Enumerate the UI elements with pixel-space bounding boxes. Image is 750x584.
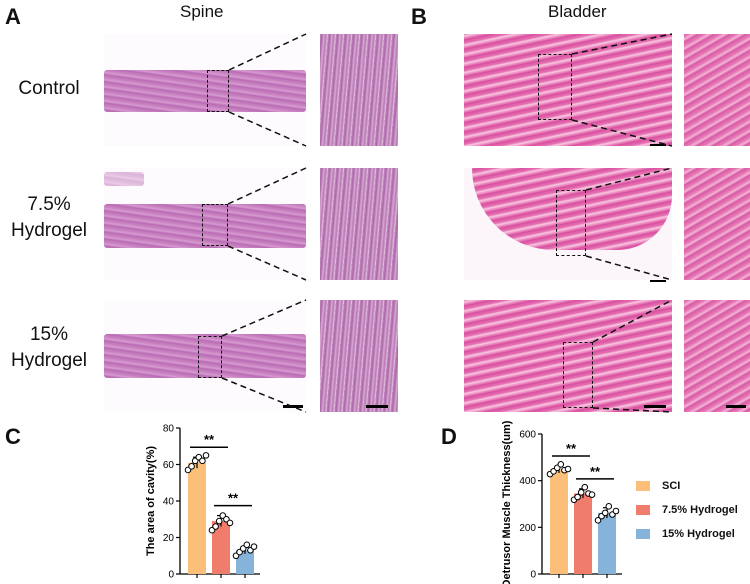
y-tick-label: 60: [163, 460, 175, 471]
significance-label-0: **: [204, 432, 215, 447]
spine-control-image: [104, 34, 306, 146]
y-tick-label: 0: [530, 570, 536, 581]
data-point: [605, 503, 613, 510]
bladder-7-5-image: [464, 168, 672, 280]
significance-label-0: **: [566, 441, 577, 456]
bar-0: [188, 462, 206, 574]
bladder-scale-bar: [644, 405, 666, 408]
data-point: [250, 543, 258, 550]
y-axis-label: The area of cavity(%): [145, 446, 157, 556]
data-point: [202, 452, 210, 459]
legend-swatch-7-5-hydrogel: [636, 505, 650, 515]
bladder-15-zoom-image: [684, 300, 750, 412]
spine-15-zoom-box: [198, 336, 222, 378]
data-point: [601, 509, 609, 517]
data-point: [199, 457, 206, 465]
data-point: [215, 517, 223, 525]
bar-1: [574, 493, 592, 574]
bar-2: [236, 550, 254, 574]
significance-label-1: **: [228, 491, 239, 506]
legend-item-7-5-hydrogel: 7.5% Hydrogel: [636, 500, 738, 520]
data-point: [243, 541, 251, 549]
bar-1: [212, 521, 230, 574]
spine-7-5-image: [104, 168, 306, 280]
column-title-spine: Spine: [180, 2, 224, 21]
row-label-control: Control: [18, 78, 80, 99]
bladder-zoom-scale-bar: [726, 405, 746, 408]
bladder-control-zoom-box: [538, 54, 572, 120]
zoom-connectors: [221, 33, 673, 413]
row-label-15-hydrogel: 15% Hydrogel: [10, 324, 88, 371]
bladder-control-image: [464, 34, 672, 146]
bar-2: [598, 512, 616, 574]
column-title-bladder: Bladder: [548, 2, 607, 21]
legend: SCI 7.5% Hydrogel 15% Hydrogel: [636, 476, 738, 544]
legend-label-sci: SCI: [662, 480, 681, 492]
legend-label-7-5-hydrogel: 7.5% Hydrogel: [662, 504, 738, 516]
spine-7-5-zoom-image: [320, 168, 398, 280]
data-point: [557, 461, 565, 468]
row-label-7-5-hydrogel: 7.5% Hydrogel: [10, 194, 88, 241]
spine-zoom-scale-bar: [366, 405, 388, 408]
y-tick-label: 400: [519, 476, 536, 487]
legend-item-sci: SCI: [636, 476, 738, 496]
spine-control-zoom-box: [207, 70, 229, 112]
bladder-control-zoom-image: [684, 34, 750, 146]
bladder-7-5-zoom-image: [684, 168, 750, 280]
data-point: [188, 463, 195, 470]
data-point: [212, 523, 219, 530]
data-point: [612, 507, 620, 515]
spine-15-zoom-image: [320, 300, 398, 412]
y-tick-label: 20: [163, 533, 175, 544]
y-tick-label: 80: [163, 424, 175, 435]
y-tick-label: 0: [168, 570, 174, 581]
legend-swatch-15-hydrogel: [636, 529, 650, 539]
legend-label-15-hydrogel: 15% Hydrogel: [662, 528, 735, 540]
data-point: [588, 491, 596, 498]
bladder-control-scale-bar: [650, 144, 666, 146]
y-axis-label: Detrusor Muscle Thickness(um): [501, 420, 513, 584]
spine-7-5-zoom-box: [202, 204, 228, 246]
panel-letter-d: D: [441, 424, 457, 449]
data-point: [564, 465, 572, 473]
spine-15-image: [104, 300, 306, 412]
spine-control-zoom-image: [320, 34, 398, 146]
spine-scale-bar: [283, 405, 303, 408]
panel-letter-c: C: [5, 424, 21, 449]
y-tick-label: 40: [163, 497, 175, 508]
data-point: [226, 519, 234, 527]
panel-letter-a: A: [5, 4, 21, 29]
legend-swatch-sci: [636, 481, 650, 491]
bar-0: [550, 469, 568, 574]
y-tick-label: 200: [519, 523, 536, 534]
legend-item-15-hydrogel: 15% Hydrogel: [636, 524, 738, 544]
data-point: [594, 517, 602, 524]
panel-letter-b: B: [411, 4, 427, 29]
data-point: [581, 483, 589, 491]
bladder-15-zoom-box: [563, 342, 593, 408]
chart-detrusor-thickness: Detrusor Muscle Thickness(um) 0 200 400 600 *…: [501, 420, 622, 584]
significance-label-1: **: [590, 464, 601, 479]
data-point: [574, 493, 581, 501]
data-point: [577, 489, 585, 496]
y-tick-label: 600: [519, 430, 536, 441]
chart-cavity-area: The area of cavity(%) 0 20 40 60 80 ** **: [145, 424, 260, 581]
bladder-7-5-zoom-box: [556, 190, 586, 256]
bladder-7-5-scale-bar: [650, 280, 666, 282]
